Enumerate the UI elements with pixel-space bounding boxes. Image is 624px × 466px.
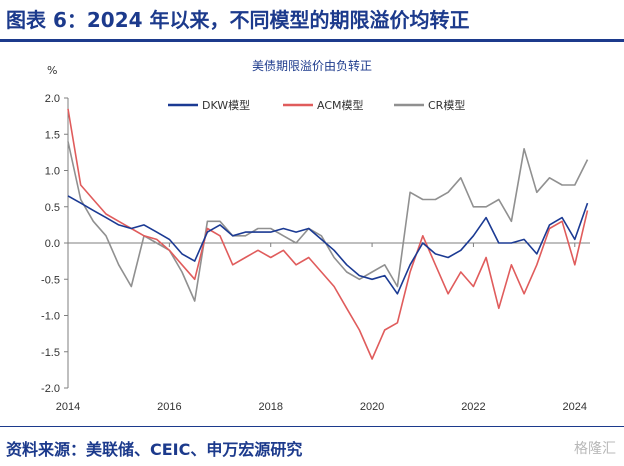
y-tick-label: -2.0 — [41, 383, 60, 395]
y-axis-unit: % — [47, 64, 58, 77]
x-tick-label: 2020 — [360, 401, 384, 413]
header-rule — [0, 39, 624, 42]
y-tick-label: 0.5 — [45, 202, 60, 214]
series-line-cr — [67, 141, 589, 302]
watermark-logo: 格隆汇 — [574, 441, 616, 457]
legend-label: CR模型 — [428, 98, 465, 112]
series-line-acm — [67, 108, 589, 360]
x-tick-label: 2022 — [461, 401, 485, 413]
y-tick-label: 2.0 — [45, 93, 60, 105]
chart-title: 美债期限溢价由负转正 — [251, 59, 372, 73]
figure-title: 图表 6：2024 年以来，不同模型的期限溢价均转正 — [6, 8, 470, 32]
legend-label: DKW模型 — [202, 98, 250, 112]
figure-header: 图表 6：2024 年以来，不同模型的期限溢价均转正 — [0, 0, 624, 44]
y-tick-label: -1.5 — [41, 347, 60, 359]
y-tick-label: -1.0 — [41, 311, 60, 323]
source-note: 资料来源：美联储、CEIC、申万宏源研究 — [6, 440, 303, 459]
x-tick-label: 2014 — [56, 401, 80, 413]
x-tick-label: 2018 — [258, 401, 282, 413]
y-tick-label: 1.5 — [45, 129, 60, 141]
x-tick-label: 2024 — [563, 401, 587, 413]
series-line-dkw — [67, 195, 589, 295]
y-tick-label: 0.0 — [45, 238, 60, 250]
legend-label: ACM模型 — [317, 98, 364, 112]
line-chart: 2.0 1.5 1.0 0.5 0.0 -0.5 -1.0 -1.5 -2.0 2014 2016 2… — [41, 93, 590, 413]
y-tick-label: 1.0 — [45, 166, 60, 178]
y-tick-label: -0.5 — [41, 274, 60, 286]
footer-rule — [0, 426, 624, 427]
x-tick-label: 2016 — [157, 401, 181, 413]
